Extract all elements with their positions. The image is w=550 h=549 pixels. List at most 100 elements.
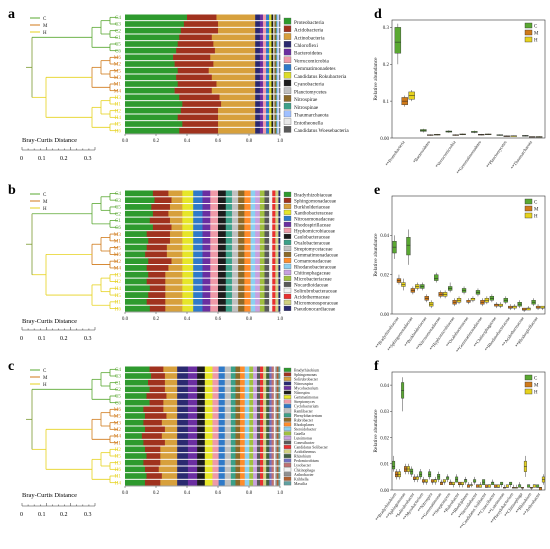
panel-b-bar-segment xyxy=(278,298,281,305)
panel-d-category-label: *Verrucomicrobia xyxy=(434,140,456,169)
panel-c-bar-segment xyxy=(240,479,246,486)
panel-c-bar-segment xyxy=(256,466,261,473)
panel-c-bar-segment xyxy=(249,413,254,419)
panel-b-bar-segment xyxy=(165,285,183,292)
panel-c-bar-segment xyxy=(244,473,250,479)
panel-c-bar-segment xyxy=(197,466,206,473)
panel-a-bar-segment xyxy=(271,34,274,41)
panel-b-bar-segment xyxy=(264,237,270,244)
panel-b-bar-segment xyxy=(210,298,219,305)
panel-c-bar-segment xyxy=(278,413,281,419)
panel-c-bar-segment xyxy=(212,433,219,439)
panel-c-bar-segment xyxy=(204,453,213,459)
panel-a-bar-segment xyxy=(276,114,278,121)
panel-c-sample-label: C2 xyxy=(115,387,121,393)
panel-c-legend-swatch xyxy=(283,454,292,459)
panel-b-bar-segment xyxy=(255,210,261,217)
panel-f-box xyxy=(505,484,509,488)
panel-a-bar-segment xyxy=(271,67,274,74)
panel-a-bar-segment xyxy=(262,27,267,34)
panel-c-bar-segment xyxy=(276,413,279,419)
panel-b-bar-segment xyxy=(166,251,183,258)
panel-a-bar-segment xyxy=(269,127,272,134)
panel-b-legend-swatch xyxy=(283,299,292,305)
panel-c-bar-segment xyxy=(275,393,278,399)
panel-c-sample-label: H4 xyxy=(115,480,122,486)
panel-c-bar-segment xyxy=(235,466,241,473)
panel-c-legend-swatch xyxy=(283,458,292,463)
panel-c-bar-segment xyxy=(266,366,270,373)
panel-c-bar-segment xyxy=(276,366,279,373)
panel-c-bar-segment xyxy=(276,373,279,379)
panel-a-bar-segment xyxy=(271,14,274,21)
panel-c-bar-segment xyxy=(276,419,279,426)
panel-c-bar-segment xyxy=(240,426,246,433)
panel-a-bar-segment xyxy=(255,94,261,101)
panel-a-bar-segment xyxy=(255,114,261,121)
panel-e-category-label: **Sphingomonadaceae xyxy=(386,316,413,352)
panel-c-bar-segment xyxy=(271,393,275,399)
panel-b-bar-segment xyxy=(210,271,219,278)
panel-a-bar-segment xyxy=(259,127,264,134)
panel-b-legend-swatch xyxy=(283,281,292,287)
panel-c-bar-segment xyxy=(230,473,236,479)
panel-b-sample-label: H5 xyxy=(115,293,122,299)
panel-a-bar-segment xyxy=(274,107,277,114)
panel-b-bar-segment xyxy=(238,305,245,312)
panel-b-bar-segment xyxy=(278,285,281,292)
panel-a-sample-label: H2 xyxy=(115,108,122,114)
panel-c-bar-segment xyxy=(197,426,206,433)
panel-b-bar-segment xyxy=(231,224,239,231)
panel-b-bar-segment xyxy=(244,190,251,197)
panel-c-legend-swatch xyxy=(283,440,292,445)
panel-b-bar-segment xyxy=(225,210,233,217)
panel-c-bar-segment xyxy=(276,466,279,473)
panel-a-bar-segment xyxy=(271,21,274,27)
panel-c-bar-segment xyxy=(144,426,166,433)
panel-b-bar-segment xyxy=(218,190,227,197)
panel-c-bar-segment xyxy=(253,426,258,433)
panel-a-bar-segment xyxy=(262,54,267,61)
panel-a-bar-segment xyxy=(262,107,267,114)
panel-c-bar-segment xyxy=(187,366,198,373)
panel-b-bar-segment xyxy=(275,217,279,224)
panel-c-bar-segment xyxy=(151,373,166,379)
panel-a-legend-label: Gemmatimonadetes xyxy=(294,66,336,72)
panel-c-bar-segment xyxy=(230,479,236,486)
panel-a-bar-segment xyxy=(255,107,261,114)
panel-b-bar-segment xyxy=(255,298,261,305)
panel-c-bar-segment xyxy=(235,479,241,486)
panel-c-bar-segment xyxy=(149,366,164,373)
panel-c-bar-segment xyxy=(276,459,279,466)
panel-b-bar-segment xyxy=(218,217,227,224)
panel-a-bar-segment xyxy=(278,47,280,54)
panel-a-bar-segment xyxy=(278,27,280,34)
panel-c-bar-segment xyxy=(230,399,236,406)
panel-b-scale-tick-0: 0 xyxy=(20,336,23,342)
panel-e-legend-swatch xyxy=(524,205,533,212)
panel-a-bar-segment xyxy=(276,127,279,134)
panel-f-box xyxy=(442,479,446,483)
panel-c-bar-segment xyxy=(177,386,189,393)
panel-c-bar-segment xyxy=(244,399,250,406)
panel-c-bar-segment xyxy=(161,419,178,426)
panel-b-bar-segment xyxy=(152,224,172,231)
panel-b-legend-swatch xyxy=(283,257,292,263)
panel-a-bar-segment xyxy=(255,87,261,94)
panel-c-bar-segment xyxy=(240,466,246,473)
panel-b-bar-segment xyxy=(278,251,281,258)
panel-a-legend-swatch xyxy=(283,110,292,118)
panel-a-bar-segment xyxy=(279,61,281,67)
panel-a-bar-segment xyxy=(262,34,267,41)
panel-c-bar-segment xyxy=(244,413,250,419)
panel-b-bar-segment xyxy=(272,278,276,285)
panel-a-bar-segment xyxy=(266,14,270,21)
panel-b-bar-segment xyxy=(269,298,273,305)
panel-b-bar-segment xyxy=(202,231,211,237)
panel-b-bar-segment xyxy=(182,190,194,197)
panel-b-bar-segment xyxy=(238,231,245,237)
panel-b-bar-segment xyxy=(250,210,256,217)
panel-b-bar-segment xyxy=(231,285,239,292)
panel-c-bar-segment xyxy=(204,413,213,419)
panel-a-bar-segment xyxy=(255,14,261,21)
